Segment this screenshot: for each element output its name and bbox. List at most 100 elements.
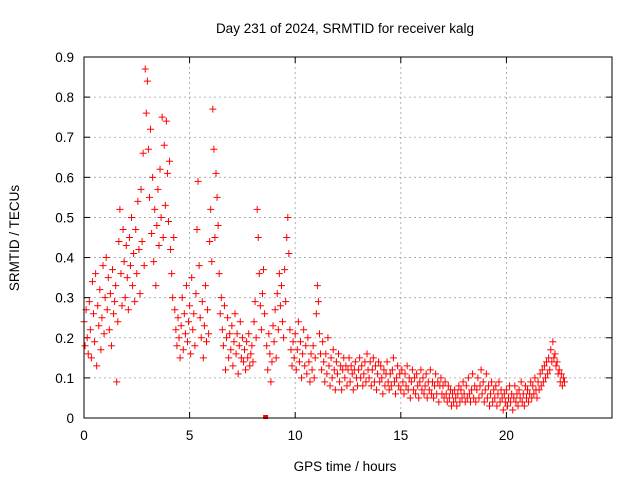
data-point [357,374,365,382]
data-point [207,205,215,213]
data-point [544,370,552,378]
data-point [312,310,320,318]
data-point [418,386,426,394]
data-point [175,334,183,342]
data-point [441,378,449,386]
data-point [84,350,92,358]
data-point [348,370,356,378]
data-point [148,229,156,237]
y-tick-label: 0.6 [55,170,74,185]
data-point [225,354,233,362]
data-point [298,374,306,382]
data-point [302,342,310,350]
data-point [502,386,510,394]
data-point [477,366,485,374]
data-point [223,334,231,342]
data-point [189,326,197,334]
data-point [524,386,532,394]
data-point [334,350,342,358]
data-point [273,290,281,298]
data-point [390,378,398,386]
data-point [559,374,567,382]
data-point [257,326,265,334]
data-point [195,262,203,270]
data-point [152,282,160,290]
data-point [130,250,138,258]
data-point [156,165,164,173]
data-point [553,358,561,366]
data-point [432,370,440,378]
data-point [293,346,301,354]
data-point [185,318,193,326]
data-point [299,350,307,358]
data-point [539,378,547,386]
data-point [355,366,363,374]
y-tick-label: 0.9 [55,50,74,65]
data-point [541,374,549,382]
data-point [163,169,171,177]
data-point [386,370,394,378]
data-point [474,374,482,382]
data-point [536,370,544,378]
data-point [336,378,344,386]
data-point [463,394,471,402]
data-point [325,362,333,370]
data-point [473,386,481,394]
data-point [179,346,187,354]
data-point [434,378,442,386]
data-point [200,322,208,330]
y-tick-label: 0 [66,411,74,426]
data-point [462,382,470,390]
data-point [215,270,223,278]
data-point [283,234,291,241]
data-point [549,338,557,346]
data-point [300,326,308,334]
data-point [491,394,499,402]
data-point [399,378,407,386]
data-point [132,225,140,233]
data-point [250,318,258,326]
data-point [88,278,96,286]
data-point [255,270,263,278]
data-point [112,282,120,290]
x-tick-label: 10 [288,428,303,443]
data-point [151,205,159,213]
data-point [128,213,136,221]
data-point [323,370,331,378]
data-point [242,366,250,374]
data-point [398,366,406,374]
data-point [224,314,232,322]
data-point [314,298,322,306]
data-point [503,402,511,410]
data-point [272,354,280,362]
data-point [216,310,224,318]
data-point [519,390,527,398]
data-point [187,350,195,358]
data-point [392,390,400,398]
data-point [176,354,184,362]
data-point [199,354,207,362]
data-point [421,382,429,390]
data-point [126,262,134,270]
data-point [301,362,309,370]
data-point [288,362,296,370]
data-point [385,386,393,394]
data-point [326,382,334,390]
data-point [494,390,502,398]
data-point [276,302,284,310]
data-point [514,402,522,410]
data-point [329,346,337,354]
data-point [493,402,501,410]
data-point [423,394,431,402]
data-point [217,294,225,302]
data-point [395,382,403,390]
data-point [478,390,486,398]
data-point [378,374,386,382]
data-point [129,282,137,290]
data-point [229,362,237,370]
data-point [360,370,368,378]
x-axis-label: GPS time / hours [294,459,397,474]
data-point [475,394,483,402]
data-point [469,370,477,378]
data-point [155,242,163,250]
